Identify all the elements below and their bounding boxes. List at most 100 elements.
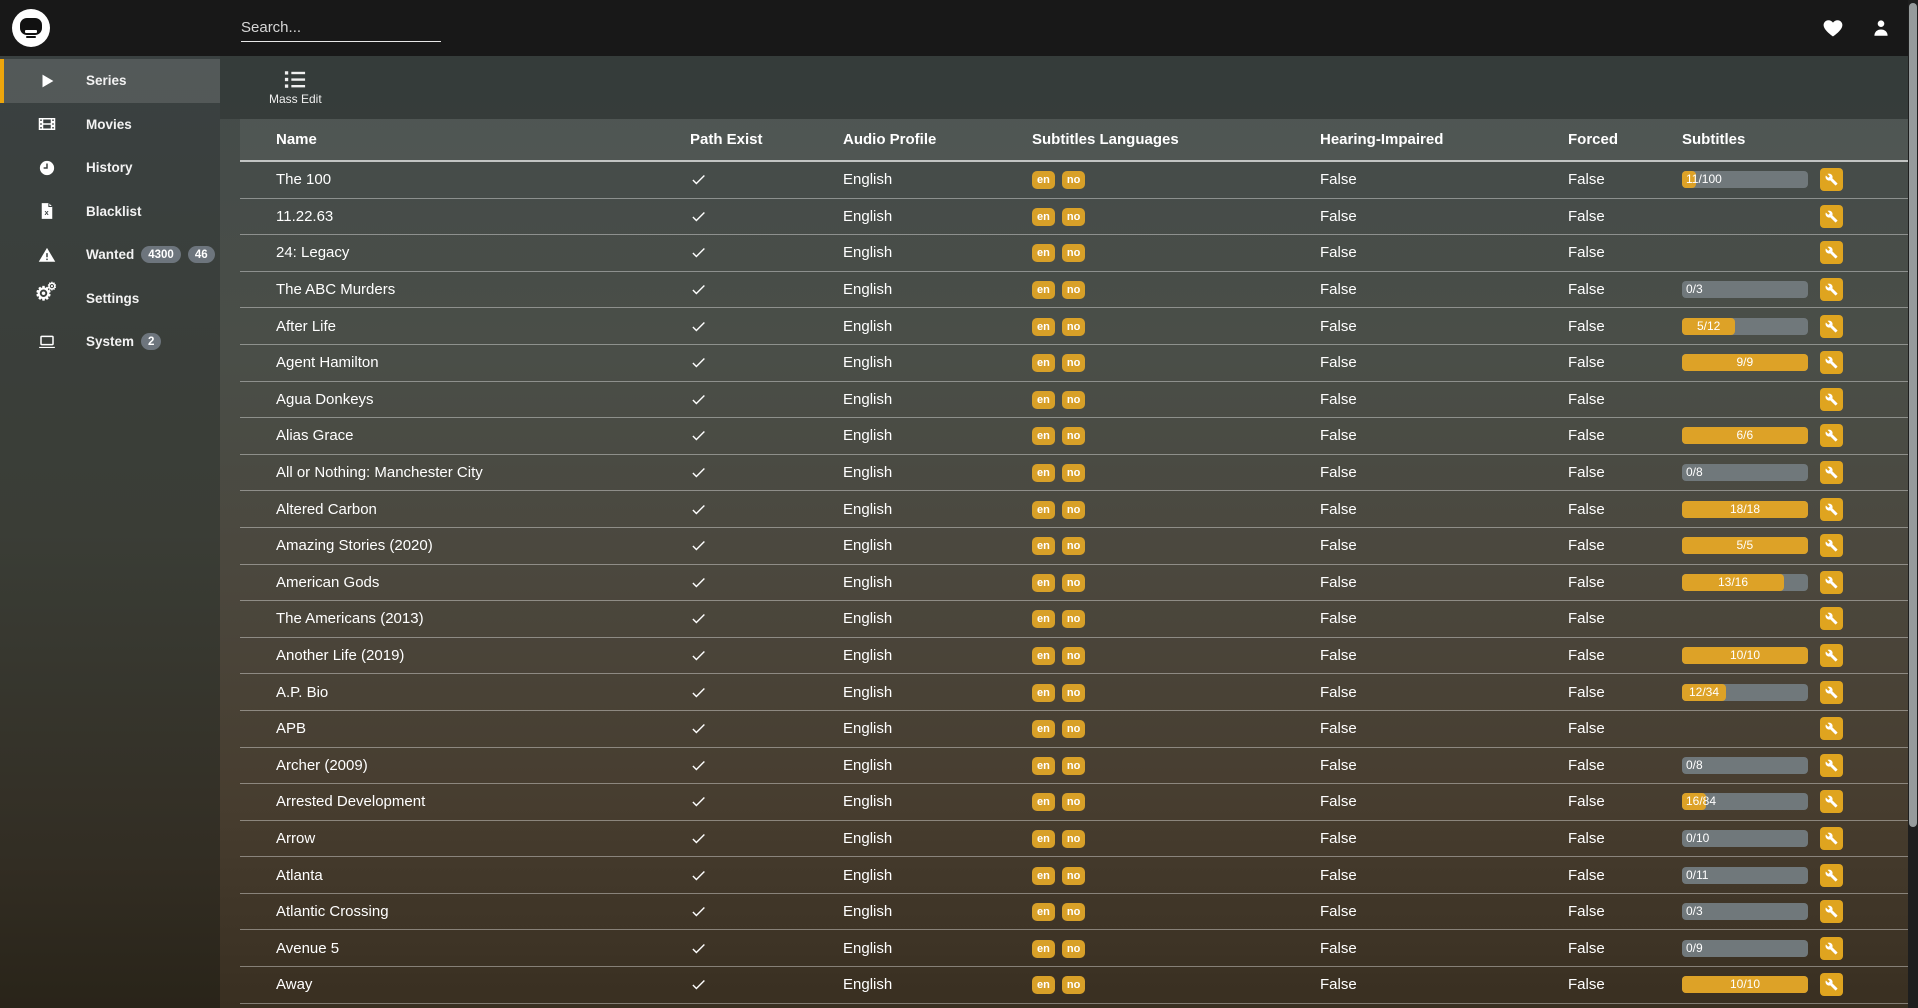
audio-profile-value: English [843, 464, 893, 482]
series-name-link[interactable]: Arrow [276, 829, 316, 847]
edit-series-button[interactable] [1820, 278, 1843, 302]
hearing-impaired-value: False [1320, 171, 1357, 189]
series-name-link[interactable]: Atlantic Crossing [276, 903, 389, 921]
app-logo-icon[interactable] [12, 9, 50, 47]
series-name-link[interactable]: Arrested Development [276, 793, 426, 811]
edit-series-button[interactable] [1820, 790, 1843, 814]
subtitles-languages-cell: en no [1032, 463, 1320, 483]
edit-series-button[interactable] [1820, 717, 1843, 741]
subtitles-progress-bar: 11/100 [1682, 171, 1808, 189]
subtitles-progress-cell: 6/6 [1682, 427, 1820, 445]
edit-series-button[interactable] [1820, 680, 1843, 704]
hearing-impaired-value: False [1320, 756, 1357, 774]
forced-value: False [1568, 866, 1605, 884]
series-name-link[interactable]: Alias Grace [276, 427, 354, 445]
row-actions-cell [1820, 314, 1908, 338]
edit-series-button[interactable] [1820, 973, 1843, 997]
edit-series-button[interactable] [1820, 497, 1843, 521]
sidebar-item-series[interactable]: Series [0, 59, 220, 103]
wrench-icon [1825, 978, 1838, 991]
language-badge: no [1061, 903, 1086, 922]
series-name-link[interactable]: The 100 [276, 171, 332, 189]
series-name-link[interactable]: American Gods [276, 573, 380, 591]
edit-series-button[interactable] [1820, 424, 1843, 448]
edit-series-button[interactable] [1820, 314, 1843, 338]
language-badge: en [1032, 317, 1055, 336]
sidebar-item-wanted[interactable]: Wanted 4300 46 [0, 233, 220, 277]
edit-series-button[interactable] [1820, 753, 1843, 777]
page-scrollbar-track[interactable] [1908, 0, 1918, 1008]
edit-series-button[interactable] [1820, 863, 1843, 887]
edit-series-button[interactable] [1820, 241, 1843, 265]
edit-series-button[interactable] [1820, 570, 1843, 594]
series-name-link[interactable]: After Life [276, 317, 337, 335]
main-content: Mass Edit Name Path Exist Audio Profile … [220, 56, 1908, 1008]
language-badge: en [1032, 500, 1055, 519]
sidebar-item-history[interactable]: History [0, 146, 220, 190]
check-icon [690, 610, 843, 627]
series-name-link[interactable]: All or Nothing: Manchester City [276, 464, 483, 482]
hearing-impaired-value: False [1320, 390, 1357, 408]
check-icon [690, 757, 843, 774]
subtitles-progress-cell: 18/18 [1682, 500, 1820, 518]
series-name-link[interactable]: Altered Carbon [276, 500, 377, 518]
hearing-impaired-value: False [1320, 427, 1357, 445]
series-name-link[interactable]: Atlanta [276, 866, 323, 884]
series-name-link[interactable]: Agent Hamilton [276, 354, 379, 372]
edit-series-button[interactable] [1820, 607, 1843, 631]
audio-profile-value: English [843, 281, 893, 299]
subtitles-progress-bar: 0/3 [1682, 281, 1808, 299]
edit-series-button[interactable] [1820, 351, 1843, 375]
series-name-link[interactable]: APB [276, 720, 307, 738]
laptop-icon [38, 333, 56, 351]
edit-series-button[interactable] [1820, 168, 1843, 192]
edit-series-button[interactable] [1820, 936, 1843, 960]
edit-series-button[interactable] [1820, 204, 1843, 228]
page-scrollbar-thumb[interactable] [1909, 3, 1917, 827]
series-name-link[interactable]: Away [276, 976, 313, 994]
mass-edit-button[interactable]: Mass Edit [269, 70, 322, 106]
edit-series-button[interactable] [1820, 900, 1843, 924]
sidebar-item-blacklist[interactable]: x Blacklist [0, 190, 220, 234]
sidebar-item-system[interactable]: System 2 [0, 320, 220, 364]
edit-series-button[interactable] [1820, 387, 1843, 411]
hearing-impaired-value: False [1320, 829, 1357, 847]
subtitles-progress-label: 0/11 [1686, 867, 1709, 882]
heart-icon[interactable] [1822, 17, 1844, 39]
series-name-link[interactable]: 24: Legacy [276, 244, 350, 262]
series-name-link[interactable]: A.P. Bio [276, 683, 329, 701]
hearing-impaired-value: False [1320, 207, 1357, 225]
series-name-link[interactable]: The Americans (2013) [276, 610, 424, 628]
language-badge: en [1032, 903, 1055, 922]
table-row: Archer (2009) English en no False False 0/8 [240, 748, 1908, 785]
series-name-link[interactable]: 11.22.63 [276, 207, 334, 225]
edit-series-button[interactable] [1820, 534, 1843, 558]
language-badge: no [1061, 317, 1086, 336]
edit-series-button[interactable] [1820, 826, 1843, 850]
user-icon[interactable] [1870, 17, 1892, 39]
subtitles-progress-label: 0/10 [1686, 830, 1710, 845]
warning-icon [38, 246, 56, 264]
audio-profile-value: English [843, 829, 893, 847]
sidebar-item-movies[interactable]: Movies [0, 103, 220, 147]
series-name-link[interactable]: Avenue 5 [276, 939, 340, 957]
language-badge: en [1032, 866, 1055, 885]
check-icon [690, 647, 843, 664]
clock-icon [38, 159, 56, 177]
check-icon [690, 574, 843, 591]
series-name-link[interactable]: Another Life (2019) [276, 647, 405, 665]
series-name-link[interactable]: The ABC Murders [276, 281, 396, 299]
subtitles-progress-bar: 13/16 [1682, 573, 1808, 591]
sidebar-item-settings[interactable]: ⚙ ⚙ Settings [0, 277, 220, 321]
check-icon [690, 354, 843, 371]
check-icon [690, 976, 843, 993]
edit-series-button[interactable] [1820, 644, 1843, 668]
series-name-link[interactable]: Amazing Stories (2020) [276, 537, 433, 555]
series-name-link[interactable]: Archer (2009) [276, 756, 368, 774]
series-name-link[interactable]: Agua Donkeys [276, 390, 374, 408]
subtitles-progress-cell: 0/8 [1682, 756, 1820, 774]
search-input[interactable] [241, 14, 441, 42]
forced-value: False [1568, 244, 1605, 262]
forced-value: False [1568, 976, 1605, 994]
edit-series-button[interactable] [1820, 461, 1843, 485]
